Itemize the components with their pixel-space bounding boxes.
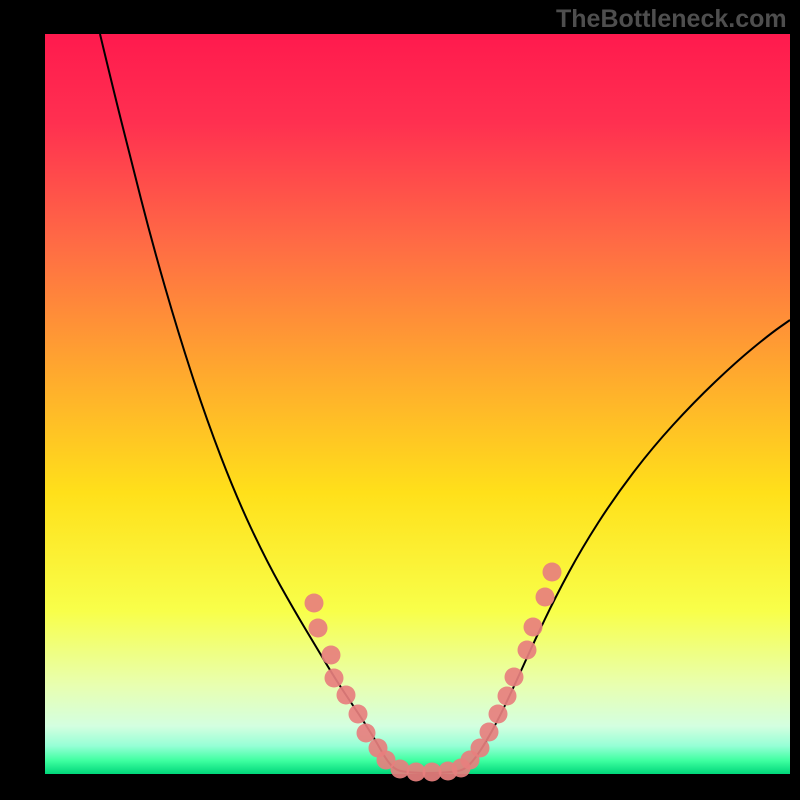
data-marker (309, 619, 328, 638)
data-marker (325, 669, 344, 688)
data-marker (505, 668, 524, 687)
data-marker (480, 723, 499, 742)
data-marker (498, 687, 517, 706)
data-marker (518, 641, 537, 660)
data-marker (322, 646, 341, 665)
data-marker (357, 724, 376, 743)
data-marker (536, 588, 555, 607)
data-marker (391, 760, 410, 779)
chart-svg (0, 0, 800, 800)
data-marker (349, 705, 368, 724)
bottleneck-curve (100, 34, 790, 773)
watermark-text: TheBottleneck.com (556, 5, 787, 34)
data-marker (305, 594, 324, 613)
data-marker (524, 618, 543, 637)
data-marker (489, 705, 508, 724)
data-markers (305, 563, 562, 782)
chart-stage: TheBottleneck.com (0, 0, 800, 800)
data-marker (471, 739, 490, 758)
data-marker (337, 686, 356, 705)
data-marker (543, 563, 562, 582)
